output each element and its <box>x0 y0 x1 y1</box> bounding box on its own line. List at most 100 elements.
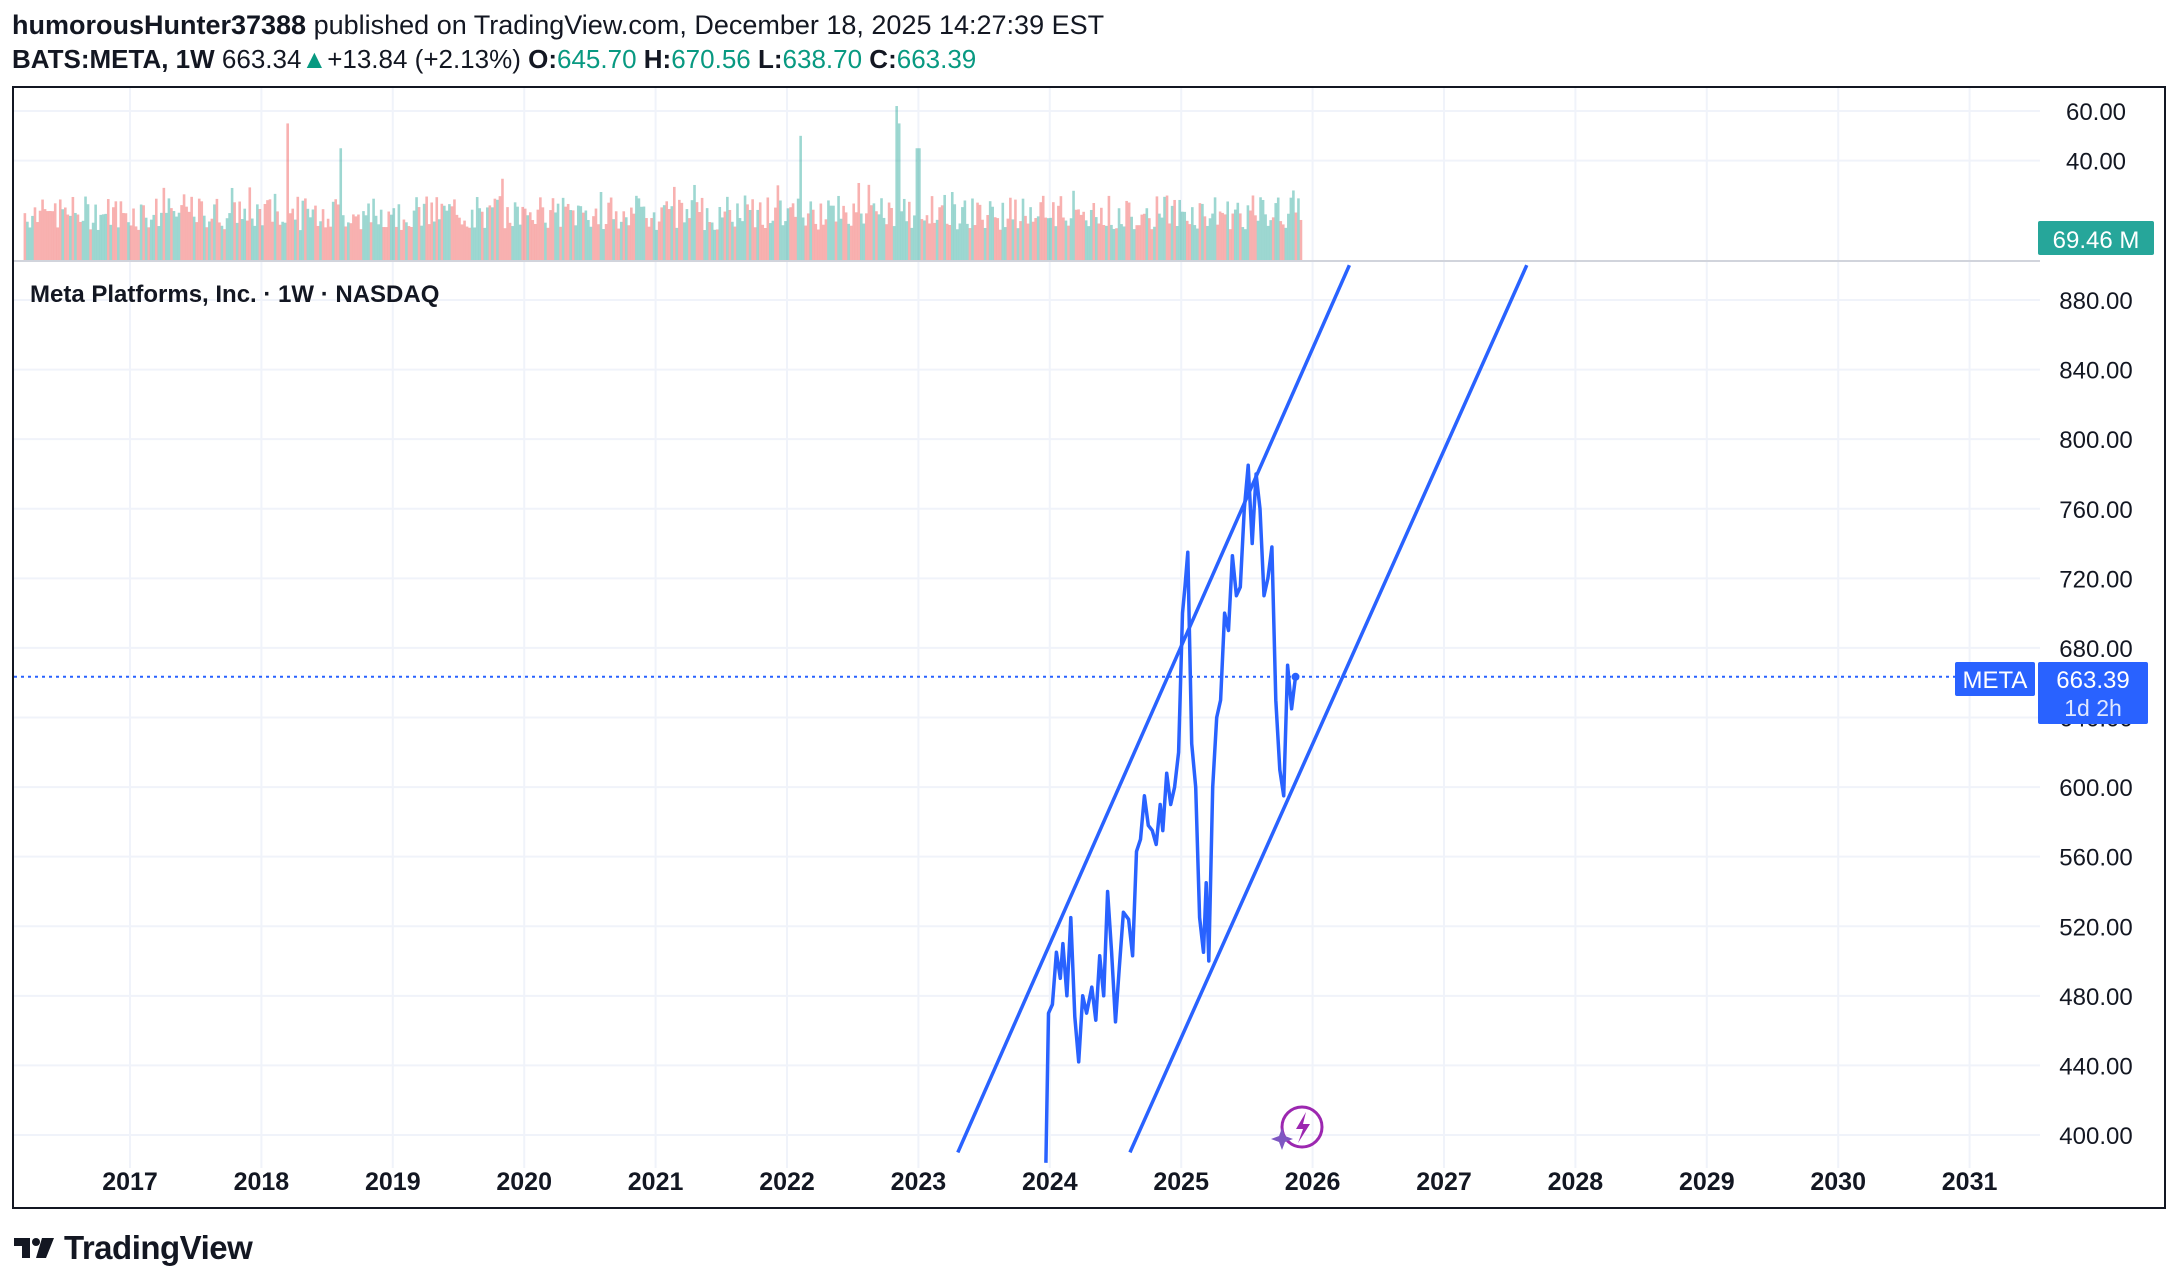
volume-bar <box>859 213 863 260</box>
volume-bar <box>1140 214 1144 260</box>
price-tick-label: 400.00 <box>2059 1123 2132 1150</box>
volume-bar <box>698 212 701 260</box>
price-tick-label: 720.00 <box>2059 566 2132 593</box>
volume-bar <box>763 227 767 260</box>
time-tick-label: 2027 <box>1416 1168 1472 1196</box>
volume-bar <box>1155 196 1159 260</box>
volume-bar <box>693 184 696 260</box>
volume-bar <box>718 206 722 260</box>
volume-bar <box>1049 217 1053 260</box>
volume-bar <box>311 209 315 260</box>
volume-bar <box>862 223 866 260</box>
volume-bar <box>218 222 221 260</box>
volume-bar <box>154 198 158 260</box>
volume-bar <box>736 203 739 260</box>
volume-bar <box>1246 205 1250 260</box>
volume-bar <box>680 202 684 260</box>
volume-bar <box>389 214 393 260</box>
price-axis[interactable]: 880.00840.00800.00760.00720.00680.00640.… <box>2059 288 2132 1150</box>
volume-bar <box>488 205 492 260</box>
volume-bar <box>43 209 47 260</box>
volume-bar <box>523 208 527 260</box>
lightning-icon[interactable] <box>1271 1105 1324 1150</box>
volume-bar <box>1057 205 1060 260</box>
volume-bar <box>253 225 257 260</box>
volume-tick-label: 60.00 <box>2066 99 2126 126</box>
volume-bar <box>958 223 962 260</box>
volume-bar <box>86 204 90 260</box>
time-tick-label: 2030 <box>1810 1168 1866 1196</box>
volume-bar <box>1236 202 1240 260</box>
volume-bar <box>1110 224 1113 260</box>
volume-bar <box>382 227 386 260</box>
volume-bar <box>769 223 772 260</box>
volume-bar <box>172 211 176 260</box>
volume-bar <box>640 206 643 260</box>
volume-bar <box>329 226 332 260</box>
time-tick-label: 2024 <box>1022 1168 1078 1196</box>
volume-bar <box>288 213 292 260</box>
volume-bar <box>940 205 944 260</box>
volume-bar <box>374 215 378 260</box>
volume-bar <box>99 214 102 260</box>
volume-axis[interactable]: 60.00 40.00 <box>2066 99 2126 176</box>
volume-bar <box>38 210 42 260</box>
volume-bar <box>551 198 555 260</box>
volume-bar <box>998 229 1002 260</box>
tradingview-brand[interactable]: TradingView <box>64 1229 253 1266</box>
volume-bar <box>1064 220 1068 260</box>
volume-bar <box>756 209 759 260</box>
volume-bar <box>594 208 598 260</box>
volume-bar <box>986 215 989 260</box>
volume-bar <box>223 229 226 260</box>
volume-bar <box>700 197 704 260</box>
volume-bar <box>1044 217 1048 260</box>
volume-bar <box>41 199 44 260</box>
volume-bar <box>541 207 545 260</box>
time-axis[interactable]: 2017 2018 2019 2020 2021 2022 2023 2024 2025 2026… <box>102 1168 1997 1196</box>
volume-bar <box>362 211 365 260</box>
volume-bar <box>124 213 128 260</box>
volume-bar <box>877 214 881 260</box>
volume-bar <box>1297 198 1300 260</box>
volume-bar <box>1148 218 1151 260</box>
volume-bar <box>708 222 711 260</box>
volume-bar <box>592 216 595 260</box>
volume-bar <box>458 217 461 260</box>
volume-bar <box>950 192 954 260</box>
volume-bar <box>589 226 593 260</box>
volume-bar <box>251 218 254 260</box>
volume-bar <box>430 202 434 260</box>
volume-bar <box>574 225 578 260</box>
volume-bar <box>1082 211 1085 260</box>
author-name[interactable]: humorousHunter37388 <box>12 10 307 40</box>
volume-bar <box>1062 217 1065 260</box>
volume-bar <box>91 222 95 260</box>
volume-bar <box>1031 221 1035 260</box>
volume-bar <box>511 226 514 260</box>
volume-bar <box>1178 199 1181 260</box>
volume-bar <box>417 207 421 260</box>
volume-bar <box>1208 218 1212 260</box>
volume-bar <box>895 106 898 261</box>
volume-bar <box>774 207 777 260</box>
volume-bar <box>817 229 820 260</box>
volume-bar <box>1004 227 1007 260</box>
volume-bar <box>96 229 100 260</box>
volume-bar <box>1026 223 1030 260</box>
volume-bar <box>849 225 853 260</box>
volume-bar <box>453 199 456 260</box>
volume-bar <box>182 194 186 260</box>
volume-bar <box>872 203 876 260</box>
price-series[interactable] <box>1044 463 1300 1163</box>
volume-bar <box>579 206 583 260</box>
volume-bar <box>721 217 724 260</box>
volume-bar <box>930 196 934 260</box>
volume-bar <box>910 227 914 260</box>
volume-bar <box>1294 212 1298 260</box>
volume-bar <box>528 212 532 260</box>
volume-bar <box>367 203 370 260</box>
volume-bar <box>475 197 479 260</box>
trend-channel[interactable] <box>956 264 1529 1154</box>
